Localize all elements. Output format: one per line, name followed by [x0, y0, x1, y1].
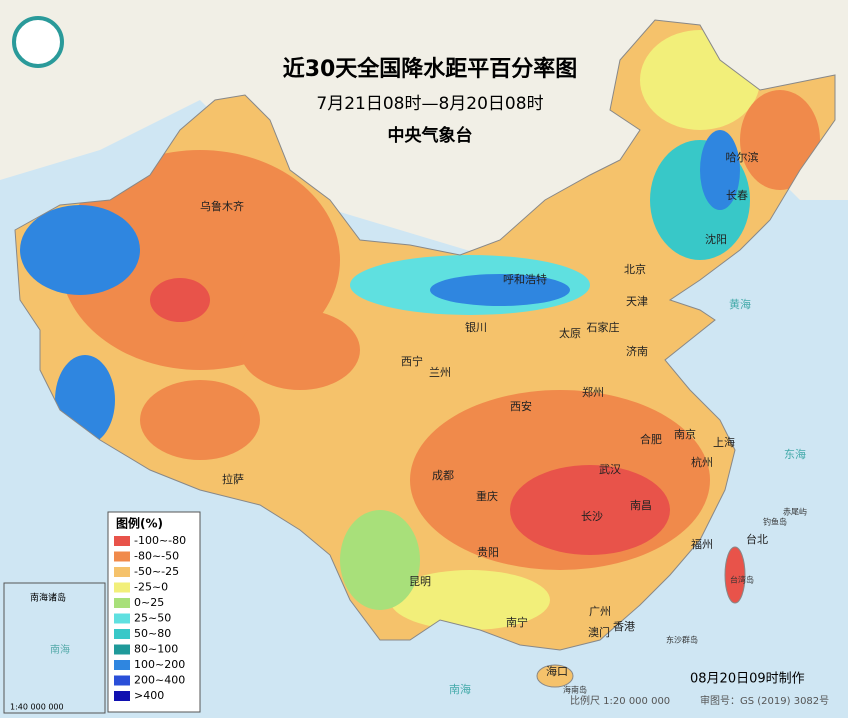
city-label: 呼和浩特 — [503, 272, 547, 286]
logo — [12, 16, 64, 68]
hainan — [536, 664, 574, 688]
city-label: 昆明 — [409, 575, 431, 588]
city-label: 哈尔滨 — [726, 150, 759, 164]
city-label: 兰州 — [429, 366, 451, 379]
legend-label: >400 — [134, 689, 164, 702]
sea-label: 东海 — [784, 447, 806, 461]
legend-label: -100~-80 — [134, 534, 186, 547]
sea-label: 钓鱼岛 — [763, 517, 787, 527]
sea-label: 赤尾屿 — [783, 508, 807, 517]
legend-label: 0~25 — [134, 596, 164, 609]
legend-swatch — [114, 536, 130, 546]
city-label: 台北 — [746, 532, 768, 546]
issuer: 中央气象台 — [388, 125, 473, 146]
legend-swatch — [114, 629, 130, 639]
legend-swatch — [114, 598, 130, 608]
city-label: 拉萨 — [222, 472, 244, 486]
city-label: 合肥 — [640, 432, 662, 446]
legend-swatch — [114, 551, 130, 562]
inset-scale: 1:40 000 000 — [10, 703, 64, 712]
legend-label: 80~100 — [134, 643, 178, 656]
city-label: 南昌 — [630, 499, 652, 512]
legend-label: 100~200 — [134, 658, 185, 671]
legend-swatch — [114, 660, 130, 670]
taiwan — [724, 546, 746, 604]
city-label: 南京 — [674, 427, 696, 441]
scale: 比例尺 1:20 000 000 — [570, 694, 670, 707]
city-label: 长沙 — [581, 510, 603, 523]
inset-sea: 南海 — [50, 643, 70, 656]
city-label: 北京 — [624, 262, 646, 276]
city-label: 上海 — [713, 435, 735, 449]
sea-label: 东沙群岛 — [666, 635, 698, 645]
made-time: 08月20日09时制作 — [690, 672, 805, 687]
inset — [3, 582, 106, 714]
city-label: 西宁 — [401, 354, 423, 368]
city-label: 重庆 — [476, 489, 498, 503]
city-label: 贵阳 — [477, 546, 499, 559]
city-label: 海口 — [546, 664, 568, 678]
sea-label: 海南岛 — [563, 685, 587, 695]
legend-swatch — [114, 691, 130, 701]
legend-label: -50~-25 — [134, 565, 179, 578]
legend-swatch — [114, 613, 130, 624]
approval: 审图号：GS (2019) 3082号 — [700, 694, 829, 707]
inset-title: 南海诸岛 — [30, 592, 66, 604]
legend-swatch — [114, 675, 130, 686]
subtitle: 7月21日08时—8月20日08时 — [316, 94, 543, 114]
legend-label: -80~-50 — [134, 550, 179, 563]
city-label: 成都 — [432, 469, 454, 482]
legend-swatch — [114, 582, 130, 593]
city-label: 南宁 — [506, 615, 528, 629]
city-label: 广州 — [589, 605, 611, 618]
legend-label: 50~80 — [134, 627, 171, 640]
city-label: 长春 — [726, 189, 748, 202]
city-label: 乌鲁木齐 — [200, 199, 244, 213]
title: 近30天全国降水距平百分率图 — [283, 56, 578, 82]
city-label: 沈阳 — [705, 232, 727, 246]
legend-title: 图例(%) — [116, 516, 163, 531]
city-label: 西安 — [510, 399, 532, 413]
city-label: 郑州 — [582, 385, 604, 399]
city-label: 福州 — [691, 537, 713, 551]
city-label: 济南 — [626, 344, 648, 358]
legend-label: 200~400 — [134, 674, 185, 687]
city-label: 香港 — [613, 620, 635, 633]
legend-swatch — [114, 644, 130, 655]
city-label: 银川 — [465, 320, 487, 334]
legend-swatch — [114, 567, 130, 577]
city-label: 石家庄 — [587, 320, 620, 334]
city-label: 澳门 — [588, 625, 610, 639]
sea-label: 南海 — [449, 682, 471, 696]
legend-label: -25~0 — [134, 581, 168, 594]
city-label: 武汉 — [599, 463, 621, 476]
sea-label: 黄海 — [729, 297, 751, 311]
city-label: 太原 — [559, 327, 581, 340]
city-label: 杭州 — [691, 455, 713, 469]
legend-label: 25~50 — [134, 612, 171, 625]
city-label: 天津 — [626, 295, 648, 308]
sea-label: 台湾岛 — [730, 575, 754, 585]
